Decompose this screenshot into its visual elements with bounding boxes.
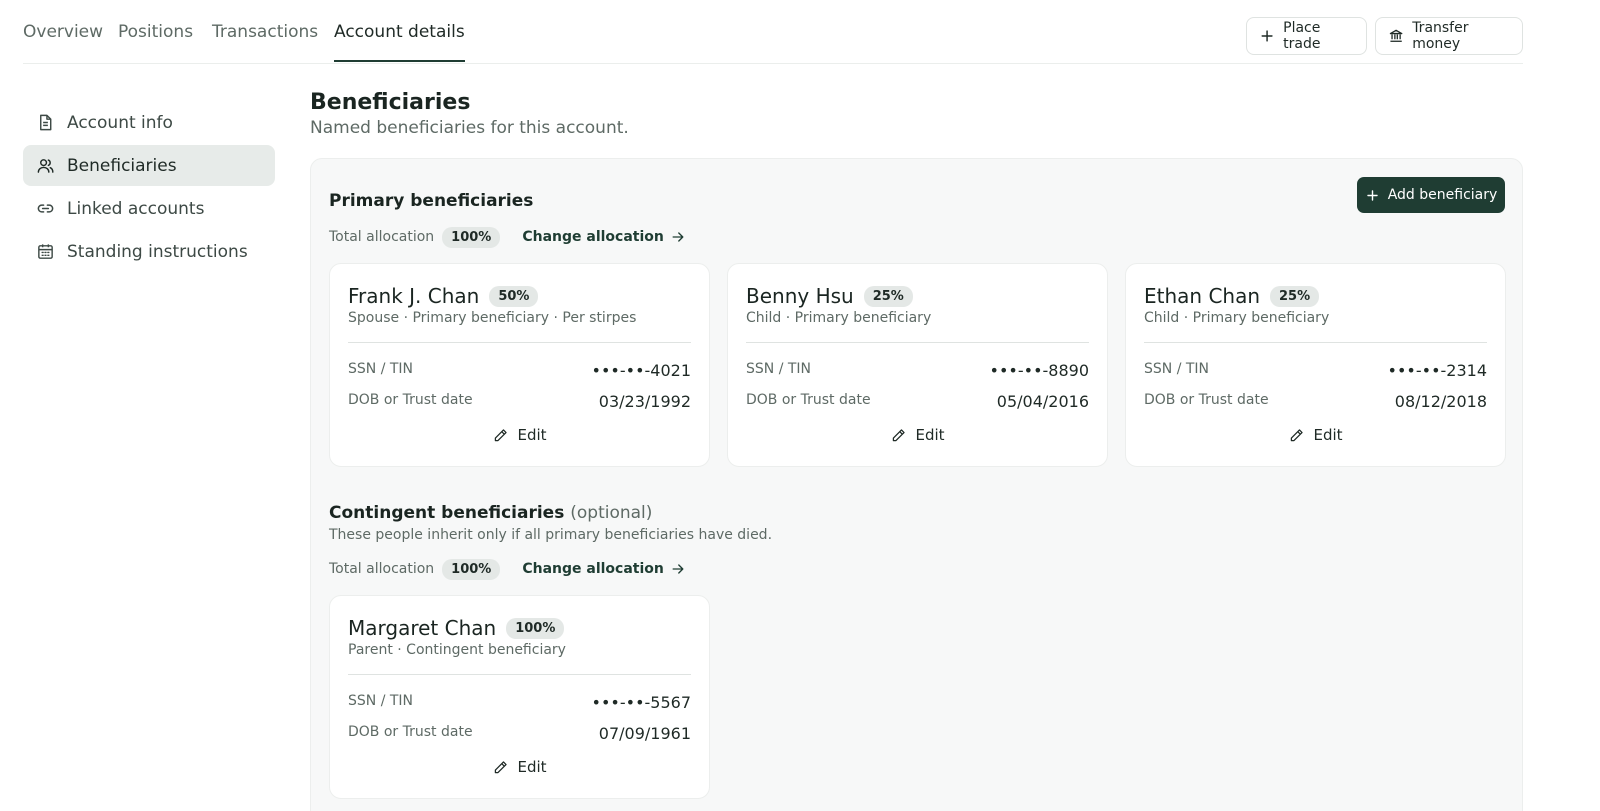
ssn-value: •••-••-4021 [591, 361, 691, 380]
change-allocation-link[interactable]: Change allocation [522, 229, 686, 245]
add-beneficiary-label: Add beneficiary [1387, 187, 1498, 203]
dob-label: DOB or Trust date [746, 392, 871, 408]
beneficiary-card: Margaret Chan 100% Parent · Contingent b… [329, 595, 710, 799]
ssn-label: SSN / TIN [348, 361, 414, 377]
top-nav: Overview Positions Transactions Account … [23, 0, 1523, 64]
tab-transactions[interactable]: Transactions [212, 22, 319, 42]
beneficiary-card: Ethan Chan 25% Child · Primary beneficia… [1125, 263, 1506, 467]
beneficiary-card: Frank J. Chan 50% Spouse · Primary benef… [329, 263, 710, 467]
beneficiary-card: Benny Hsu 25% Child · Primary beneficiar… [727, 263, 1108, 467]
divider [1144, 342, 1487, 343]
sidebar-item-label: Linked accounts [67, 198, 205, 219]
total-allocation-badge: 100% [442, 226, 501, 248]
divider [348, 342, 691, 343]
change-allocation-link[interactable]: Change allocation [522, 561, 686, 577]
dob-label: DOB or Trust date [348, 724, 473, 740]
optional-tag: (optional) [570, 503, 653, 523]
tab-positions[interactable]: Positions [118, 22, 194, 42]
page-subtitle: Named beneficiaries for this account. [310, 118, 629, 138]
allocation-badge: 25% [863, 285, 913, 307]
place-trade-button[interactable]: Place trade [1246, 17, 1367, 55]
pencil-icon [893, 428, 906, 441]
change-allocation-label: Change allocation [522, 561, 664, 577]
beneficiary-name-row: Benny Hsu 25% [746, 284, 913, 308]
beneficiary-name: Frank J. Chan [348, 284, 480, 308]
sidebar: Account info Beneficiaries Linked accoun… [23, 102, 275, 274]
divider [746, 342, 1089, 343]
dob-value: 08/12/2018 [1394, 392, 1487, 411]
ssn-label: SSN / TIN [1144, 361, 1210, 377]
bank-icon [1389, 29, 1403, 42]
contingent-note: These people inherit only if all primary… [329, 527, 773, 543]
place-trade-label: Place trade [1283, 20, 1321, 52]
total-allocation-label: Total allocation [329, 561, 435, 577]
sidebar-item-account-info[interactable]: Account info [23, 102, 275, 143]
contingent-allocation-row: Total allocation 100% Change allocation [329, 557, 686, 581]
sidebar-item-label: Beneficiaries [67, 155, 177, 176]
dob-value: 07/09/1961 [598, 724, 691, 743]
beneficiary-name-row: Margaret Chan 100% [348, 616, 565, 640]
transfer-money-button[interactable]: Transfer money [1375, 17, 1523, 55]
allocation-badge: 25% [1270, 285, 1320, 307]
tab-overview[interactable]: Overview [23, 22, 104, 42]
beneficiary-name: Margaret Chan [348, 616, 497, 640]
add-beneficiary-button[interactable]: Add beneficiary [1357, 177, 1505, 213]
dob-label: DOB or Trust date [1144, 392, 1269, 408]
plus-icon [1261, 30, 1273, 42]
beneficiary-meta: Child · Primary beneficiary [1144, 310, 1330, 326]
transfer-money-label: Transfer money [1412, 20, 1469, 52]
edit-label: Edit [915, 426, 945, 444]
tab-account-details[interactable]: Account details [334, 22, 465, 62]
beneficiary-name-row: Frank J. Chan 50% [348, 284, 539, 308]
edit-label: Edit [1313, 426, 1343, 444]
dob-label: DOB or Trust date [348, 392, 473, 408]
sidebar-item-label: Standing instructions [67, 241, 248, 262]
beneficiaries-panel: Primary beneficiaries Add beneficiary To… [310, 158, 1523, 811]
sidebar-item-label: Account info [67, 112, 173, 133]
edit-button[interactable]: Edit [728, 426, 1107, 444]
beneficiary-meta: Parent · Contingent beneficiary [348, 642, 566, 658]
calendar-icon [38, 244, 53, 259]
allocation-badge: 50% [489, 285, 539, 307]
pencil-icon [495, 760, 508, 773]
document-icon [40, 114, 52, 131]
divider [348, 674, 691, 675]
ssn-value: •••-••-2314 [1387, 361, 1487, 380]
ssn-label: SSN / TIN [746, 361, 812, 377]
dob-value: 05/04/2016 [996, 392, 1089, 411]
link-icon [37, 204, 54, 213]
sidebar-item-standing-instructions[interactable]: Standing instructions [23, 231, 275, 272]
beneficiary-meta: Child · Primary beneficiary [746, 310, 932, 326]
primary-allocation-row: Total allocation 100% Change allocation [329, 225, 686, 249]
ssn-value: •••-••-8890 [989, 361, 1089, 380]
edit-label: Edit [517, 758, 547, 776]
total-allocation-badge: 100% [442, 558, 501, 580]
page-title: Beneficiaries [310, 90, 471, 115]
allocation-badge: 100% [506, 617, 565, 639]
edit-label: Edit [517, 426, 547, 444]
beneficiary-meta: Spouse · Primary beneficiary · Per stirp… [348, 310, 637, 326]
sidebar-item-beneficiaries[interactable]: Beneficiaries [23, 145, 275, 186]
sidebar-item-linked-accounts[interactable]: Linked accounts [23, 188, 275, 229]
edit-button[interactable]: Edit [1126, 426, 1505, 444]
beneficiary-name: Ethan Chan [1144, 284, 1261, 308]
dob-value: 03/23/1992 [598, 392, 691, 411]
arrow-right-icon [672, 564, 684, 574]
ssn-label: SSN / TIN [348, 693, 414, 709]
pencil-icon [495, 428, 508, 441]
contingent-section-title: Contingent beneficiaries (optional) [329, 503, 652, 523]
primary-section-title: Primary beneficiaries [329, 191, 534, 211]
ssn-value: •••-••-5567 [591, 693, 691, 712]
pencil-icon [1291, 428, 1304, 441]
edit-button[interactable]: Edit [330, 426, 709, 444]
change-allocation-label: Change allocation [522, 229, 664, 245]
contingent-title: Contingent beneficiaries [329, 503, 565, 523]
beneficiary-name-row: Ethan Chan 25% [1144, 284, 1320, 308]
beneficiary-name: Benny Hsu [746, 284, 854, 308]
arrow-right-icon [672, 232, 684, 242]
total-allocation-label: Total allocation [329, 229, 435, 245]
users-icon [37, 159, 54, 173]
edit-button[interactable]: Edit [330, 758, 709, 776]
plus-icon [1366, 189, 1378, 201]
